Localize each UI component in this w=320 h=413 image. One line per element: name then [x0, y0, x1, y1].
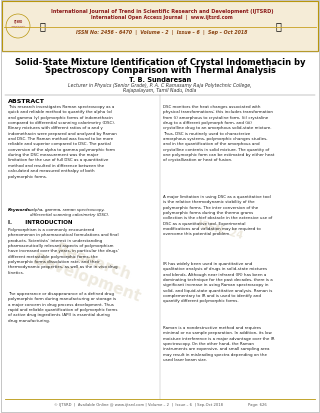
Text: Spectroscopy Comparison with Thermal Analysis: Spectroscopy Comparison with Thermal Ana… — [44, 66, 276, 75]
Text: T. B. Sundaresan: T. B. Sundaresan — [129, 77, 191, 83]
Text: ABSTRACT: ABSTRACT — [8, 99, 45, 104]
Text: I.       INTRODUCTION: I. INTRODUCTION — [8, 219, 73, 224]
Text: A major limitation in using DSC as a quantitative tool
is the relative thermodyn: A major limitation in using DSC as a qua… — [163, 195, 272, 236]
Text: IJTSRD: IJTSRD — [13, 20, 23, 24]
Text: 🎓: 🎓 — [275, 21, 281, 31]
Text: 🎓: 🎓 — [39, 21, 45, 31]
Text: Keywords:: Keywords: — [8, 207, 33, 211]
Text: The appearance or disappearance of a defined drug
polymorphic form during manufa: The appearance or disappearance of a def… — [8, 291, 117, 322]
Text: Research
Development: Research Development — [31, 235, 149, 304]
Text: International Open Access Journal  |  www.ijtsrd.com: International Open Access Journal | www.… — [91, 15, 233, 20]
Text: ISSN No: 2456 - 6470  |  Volume - 2  |  Issue – 6  |  Sep – Oct 2018: ISSN No: 2456 - 6470 | Volume - 2 | Issu… — [76, 30, 248, 35]
Text: ISSN: 24: ISSN: 24 — [196, 218, 244, 240]
Text: IR has widely been used in quantitative and
qualitative analysis of drugs in sol: IR has widely been used in quantitative … — [163, 261, 273, 303]
Bar — [2, 2, 318, 52]
Circle shape — [6, 15, 30, 39]
Text: Lecturer in Physics (Senior Grade), P. A. C Ramasamy Raja Polytechnic College,: Lecturer in Physics (Senior Grade), P. A… — [68, 83, 252, 88]
Text: INTERNATIONAL
JOURNAL: INTERNATIONAL JOURNAL — [10, 26, 26, 28]
Text: DSC monitors the heat changes associated with
physical transformations; this inc: DSC monitors the heat changes associated… — [163, 105, 274, 162]
Text: Raman is a nondestructive method and requires
minimal or no sample preparation. : Raman is a nondestructive method and req… — [163, 325, 275, 361]
Text: Solid-State Mixture Identification of Crystal Indomethacin by: Solid-State Mixture Identification of Cr… — [15, 58, 305, 67]
Text: Rajapalayam, Tamil Nadu, India: Rajapalayam, Tamil Nadu, India — [123, 88, 197, 93]
Text: © IJTSRD  |  Available Online @ www.ijtsrd.com | Volume – 2  |  Issue – 6  | Sep: © IJTSRD | Available Online @ www.ijtsrd… — [54, 402, 266, 406]
Text: alpha, gamma, raman spectroscopy,
differential scanning calorimetry (DSC).: alpha, gamma, raman spectroscopy, differ… — [30, 207, 109, 217]
Text: International Journal of Trend in Scientific Research and Development (IJTSRD): International Journal of Trend in Scient… — [51, 9, 273, 14]
Text: This research investigates Raman spectroscopy as a
quick and reliable method to : This research investigates Raman spectro… — [8, 105, 117, 178]
Text: Polymorphism is a commonly encountered
phenomenon in pharmaceutical formulations: Polymorphism is a commonly encountered p… — [8, 228, 119, 274]
